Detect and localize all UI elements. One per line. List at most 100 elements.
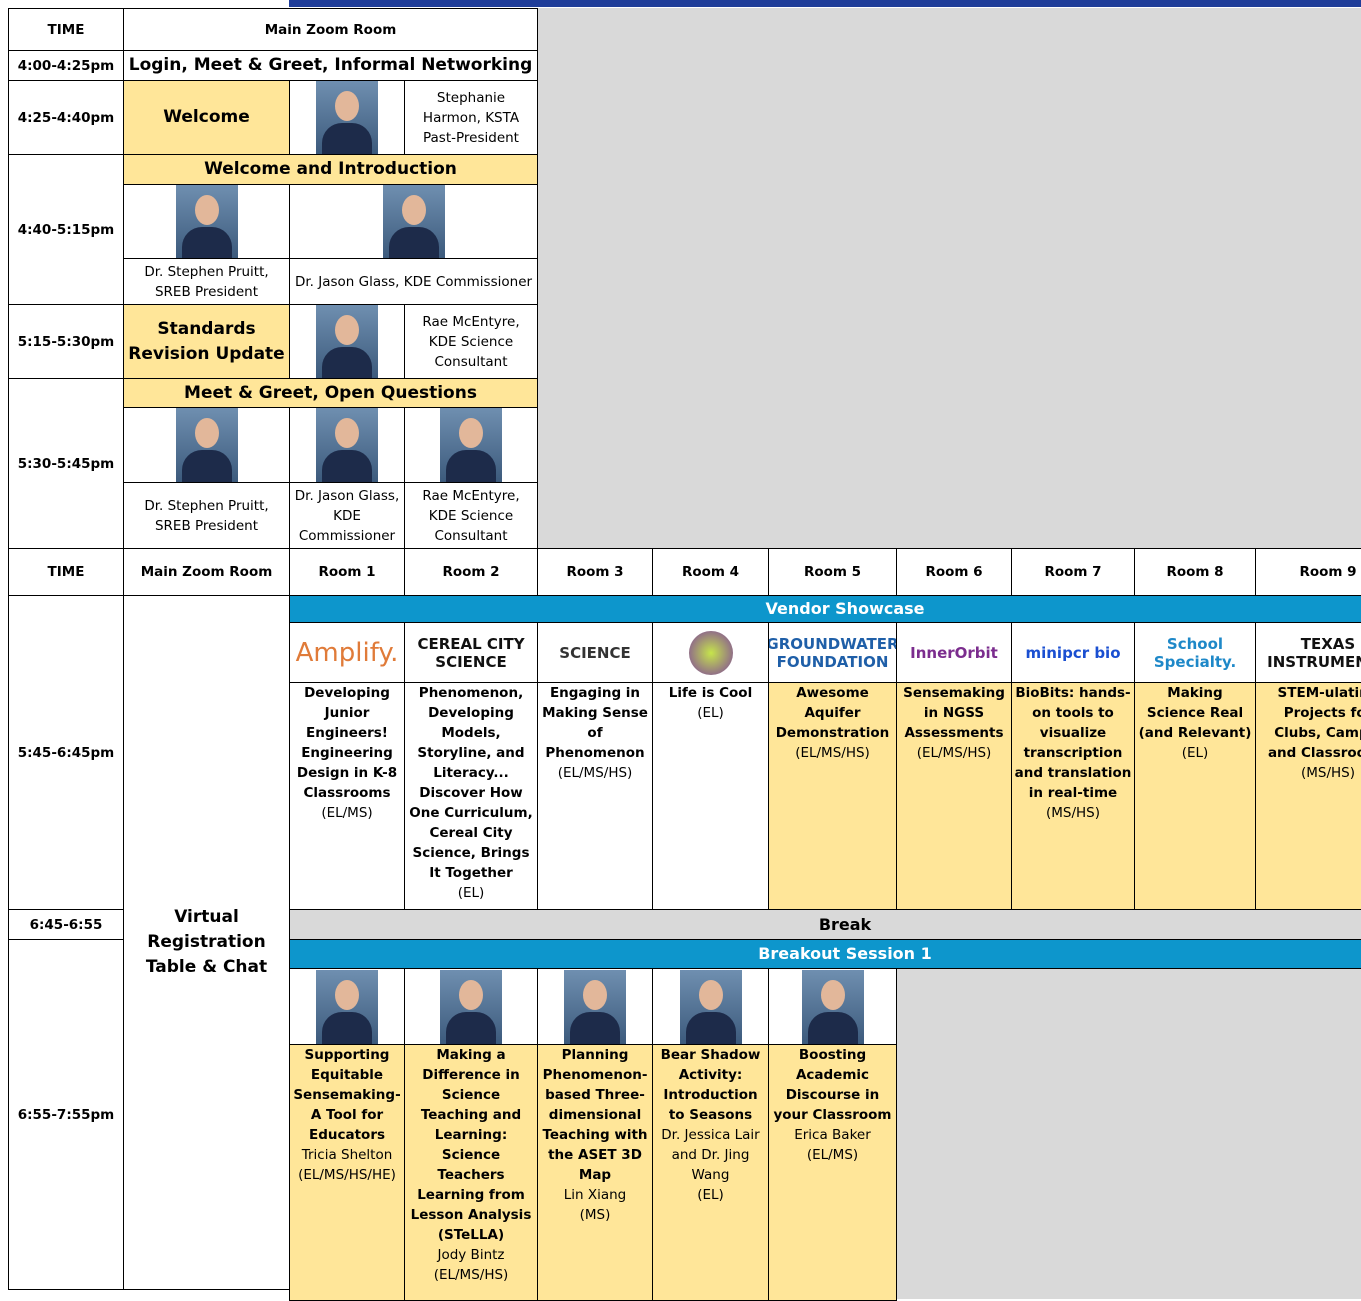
speaker-photo bbox=[679, 969, 742, 1044]
logo-text: GROUNDWATER FOUNDATION bbox=[768, 634, 897, 671]
logo-cell: TEXAS INSTRUMENTS bbox=[1255, 622, 1361, 683]
header-text: Room 8 bbox=[1166, 564, 1224, 580]
session-level: (EL) bbox=[697, 1187, 724, 1203]
session-title: Login, Meet & Greet, Informal Networking bbox=[123, 50, 538, 81]
time-cell: 4:00-4:25pm bbox=[8, 50, 124, 81]
header-room: Main Zoom Room bbox=[123, 548, 290, 596]
photo-body bbox=[322, 1011, 372, 1044]
header-text: Room 1 bbox=[318, 564, 376, 580]
logo-cell: InnerOrbit bbox=[896, 622, 1012, 683]
header-text: Room 2 bbox=[442, 564, 500, 580]
logo-text: InnerOrbit bbox=[910, 643, 998, 662]
photo-head bbox=[583, 979, 607, 1010]
empty-area bbox=[896, 968, 1361, 1299]
header-room: Room 5 bbox=[768, 548, 897, 596]
cell-text: Dr. Stephen Pruitt, SREB President bbox=[144, 263, 269, 300]
session-level: (MS/HS) bbox=[1045, 805, 1101, 821]
session-title: STEM-ulating Projects for Clubs, Camps, … bbox=[1267, 685, 1361, 761]
session-level: (EL/MS) bbox=[806, 1147, 859, 1163]
photo-head bbox=[459, 418, 483, 448]
session-title: Boosting Academic Discourse in your Clas… bbox=[773, 1047, 892, 1123]
speaker-photo bbox=[316, 408, 378, 482]
breakout-session: Bear Shadow Activity: Introduction to Se… bbox=[652, 1044, 769, 1301]
cell-text: Rae McEntyre, KDE Science Consultant bbox=[422, 313, 520, 370]
photo-body bbox=[446, 450, 496, 482]
speaker-photo bbox=[316, 81, 378, 154]
photo-head bbox=[698, 979, 723, 1010]
time-cell: 5:15-5:30pm bbox=[8, 304, 124, 379]
logo-text: CEREAL CITY SCIENCE bbox=[417, 634, 525, 671]
photo-cell bbox=[289, 968, 405, 1045]
session-title: Bear Shadow Activity: Introduction to Se… bbox=[660, 1047, 761, 1123]
cell-text: Login, Meet & Greet, Informal Networking bbox=[128, 55, 533, 75]
logo-text: School Specialty. bbox=[1153, 634, 1237, 671]
speaker-photo bbox=[564, 969, 626, 1044]
session-level: (EL/MS) bbox=[321, 805, 373, 821]
cell-text: Dr. Stephen Pruitt, SREB President bbox=[144, 497, 269, 534]
logo-cell: CEREAL CITY SCIENCE bbox=[404, 622, 538, 683]
session-title: Meet & Greet, Open Questions bbox=[123, 378, 538, 408]
logo-cell: GROUNDWATER FOUNDATION bbox=[768, 622, 897, 683]
photo-cell bbox=[404, 968, 538, 1045]
speaker-name: Dr. Jason Glass, KDE Commissioner bbox=[289, 258, 538, 305]
vendor-session: Awesome Aquifer Demonstration (EL/MS/HS) bbox=[768, 682, 897, 910]
speaker-photo bbox=[316, 305, 378, 378]
photo-head bbox=[335, 418, 359, 448]
photo-cell bbox=[768, 968, 897, 1045]
photo-head bbox=[194, 418, 219, 448]
vendor-session: Making Science Real (and Relevant) (EL) bbox=[1134, 682, 1256, 910]
presenter: Erica Baker bbox=[794, 1127, 871, 1143]
cell-text: Standards Revision Update bbox=[128, 318, 285, 364]
cell-text: Vendor Showcase bbox=[765, 599, 925, 618]
photo-head bbox=[335, 979, 359, 1010]
speaker-photo bbox=[316, 969, 378, 1044]
cell-text: Stephanie Harmon, KSTA Past-President bbox=[422, 89, 520, 146]
cell-text: 4:25-4:40pm bbox=[17, 109, 115, 126]
speaker-photo bbox=[440, 969, 502, 1044]
cell-text: 5:30-5:45pm bbox=[17, 455, 115, 472]
photo-cell bbox=[289, 184, 538, 259]
header-time: TIME bbox=[8, 548, 124, 596]
session-title: Supporting Equitable Sensemaking- A Tool… bbox=[293, 1047, 401, 1143]
vendor-session: BioBits: hands-on tools to visualize tra… bbox=[1011, 682, 1135, 910]
breakout-session: Boosting Academic Discourse in your Clas… bbox=[768, 1044, 897, 1301]
time-cell: 4:25-4:40pm bbox=[8, 80, 124, 155]
logo-text: SCIENCE bbox=[559, 643, 631, 662]
photo-head bbox=[401, 195, 426, 225]
photo-head bbox=[335, 315, 359, 345]
presenter: Tricia Shelton bbox=[301, 1147, 393, 1163]
top-bar bbox=[289, 0, 1361, 7]
session-title: Welcome bbox=[123, 80, 290, 155]
session-title: Developing Junior Engineers! Engineering… bbox=[296, 685, 398, 801]
header-room: Room 4 bbox=[652, 548, 769, 596]
logo-cell: minipcr bio bbox=[1011, 622, 1135, 683]
banner: Breakout Session 1 bbox=[289, 939, 1361, 969]
photo-head bbox=[820, 979, 845, 1010]
session-title: Phenomenon, Developing Models, Storyline… bbox=[409, 685, 533, 881]
vendor-session: Engaging in Making Sense of Phenomenon (E… bbox=[537, 682, 653, 910]
speaker-name: Dr. Stephen Pruitt, SREB President bbox=[123, 482, 290, 549]
header-text: Room 7 bbox=[1044, 564, 1102, 580]
speaker-name: Rae McEntyre, KDE Science Consultant bbox=[404, 304, 538, 379]
speaker-name: Dr. Stephen Pruitt, SREB President bbox=[123, 258, 290, 305]
header-room: Room 1 bbox=[289, 548, 405, 596]
logo-cell: Amplify. bbox=[289, 622, 405, 683]
vendor-session: Life is Cool (EL) bbox=[652, 682, 769, 910]
header-room: Room 3 bbox=[537, 548, 653, 596]
cell-text: 6:55-7:55pm bbox=[17, 1106, 115, 1123]
session-title: Planning Phenomenon-based Three-dimensio… bbox=[542, 1047, 648, 1183]
session-level: (EL/MS/HS) bbox=[916, 745, 992, 761]
session-title: BioBits: hands-on tools to visualize tra… bbox=[1014, 685, 1132, 801]
session-level: (EL) bbox=[457, 885, 485, 901]
photo-body bbox=[181, 450, 232, 482]
time-cell: 6:45-6:55 bbox=[8, 909, 124, 940]
speaker-name: Rae McEntyre, KDE Science Consultant bbox=[404, 482, 538, 549]
cell-text: Virtual Registration Table & Chat bbox=[145, 907, 268, 977]
cell-text: Breakout Session 1 bbox=[758, 944, 932, 963]
cell-text: Dr. Jason Glass, KDE Commissioner bbox=[294, 487, 400, 544]
cell-text: Welcome bbox=[163, 107, 250, 127]
cell-text: 5:15-5:30pm bbox=[17, 333, 115, 350]
session-title: Making Science Real (and Relevant) bbox=[1138, 685, 1252, 741]
photo-cell bbox=[123, 407, 290, 483]
